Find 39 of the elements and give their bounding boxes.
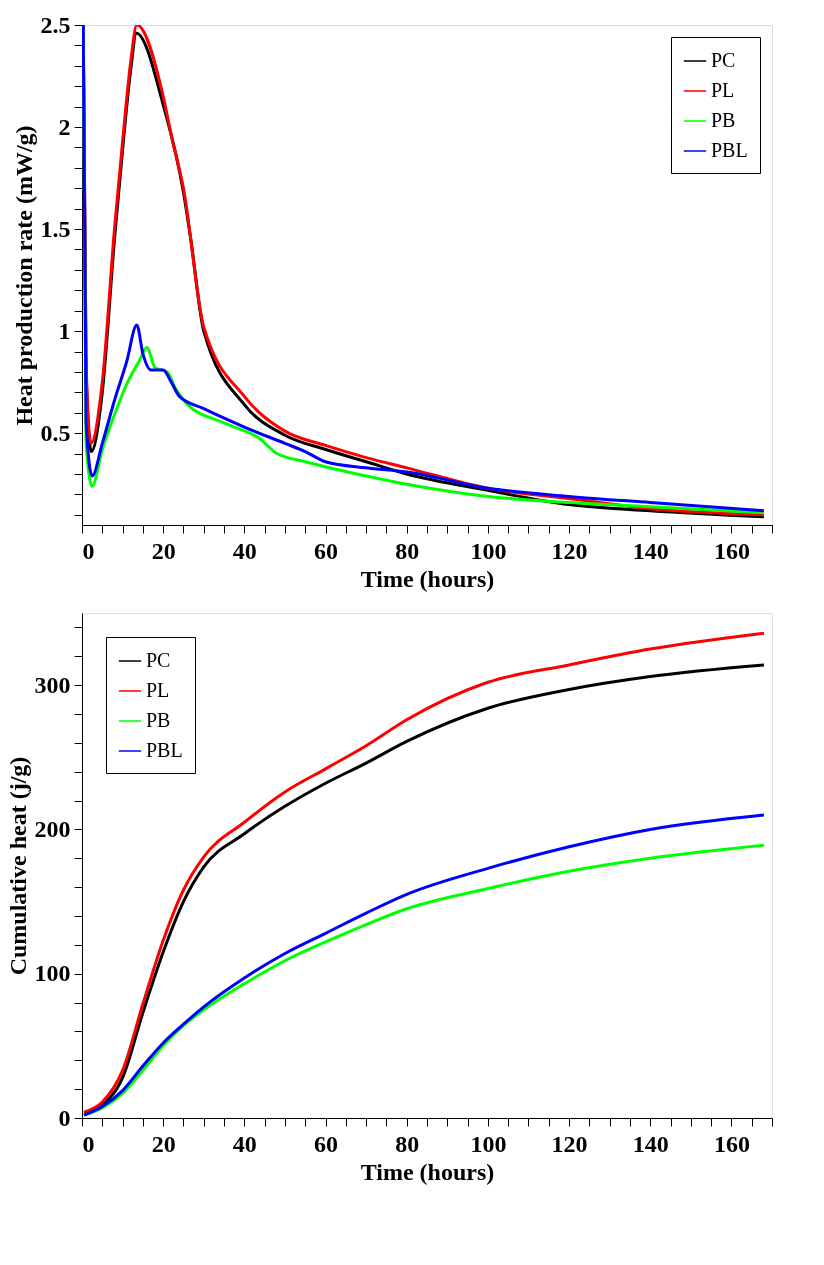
x-tick-label: 120 [551,537,588,564]
y-axis-title: Heat production rate (mW/g) [10,125,37,426]
legend-label: PC [711,49,736,71]
x-tick-label: 80 [395,1130,420,1157]
x-axis-title: Time (hours) [360,1158,495,1185]
y-axis-title: Cumulative heat (j/g) [4,756,31,976]
x-tick-label: 140 [632,1130,669,1157]
x-tick-label: 40 [232,1130,257,1157]
legend-label: PB [146,709,171,731]
y-tick-label: 200 [34,815,71,842]
x-tick-label: 100 [470,537,507,564]
x-tick-label: 120 [551,1130,588,1157]
x-tick-label: 40 [232,537,257,564]
x-axis-title: Time (hours) [360,565,495,592]
y-tick-label: 2 [58,113,71,140]
x-tick-label: 60 [314,537,339,564]
x-tick-label: 160 [713,1130,750,1157]
legend-label: PBL [146,739,183,761]
x-tick-label: 100 [470,1130,507,1157]
x-tick-label: 20 [151,1130,176,1157]
legend-label: PL [711,79,735,101]
y-tick-label: 2.5 [40,11,71,38]
legend-label: PB [711,109,736,131]
x-tick-label: 60 [314,1130,339,1157]
x-tick-label: 140 [632,537,669,564]
y-tick-label: 0 [58,1104,71,1131]
x-tick-label: 0 [82,537,95,564]
y-tick-label: 0.5 [40,419,71,446]
legend-label: PBL [711,139,748,161]
legend-label: PL [146,679,170,701]
y-tick-label: 300 [34,671,71,698]
y-tick-label: 100 [34,960,71,987]
x-tick-label: 0 [82,1130,95,1157]
x-tick-label: 20 [151,537,176,564]
y-tick-label: 1.5 [40,215,71,242]
x-tick-label: 160 [713,537,750,564]
y-tick-label: 1 [58,317,71,344]
x-tick-label: 80 [395,537,420,564]
legend-label: PC [146,649,171,671]
